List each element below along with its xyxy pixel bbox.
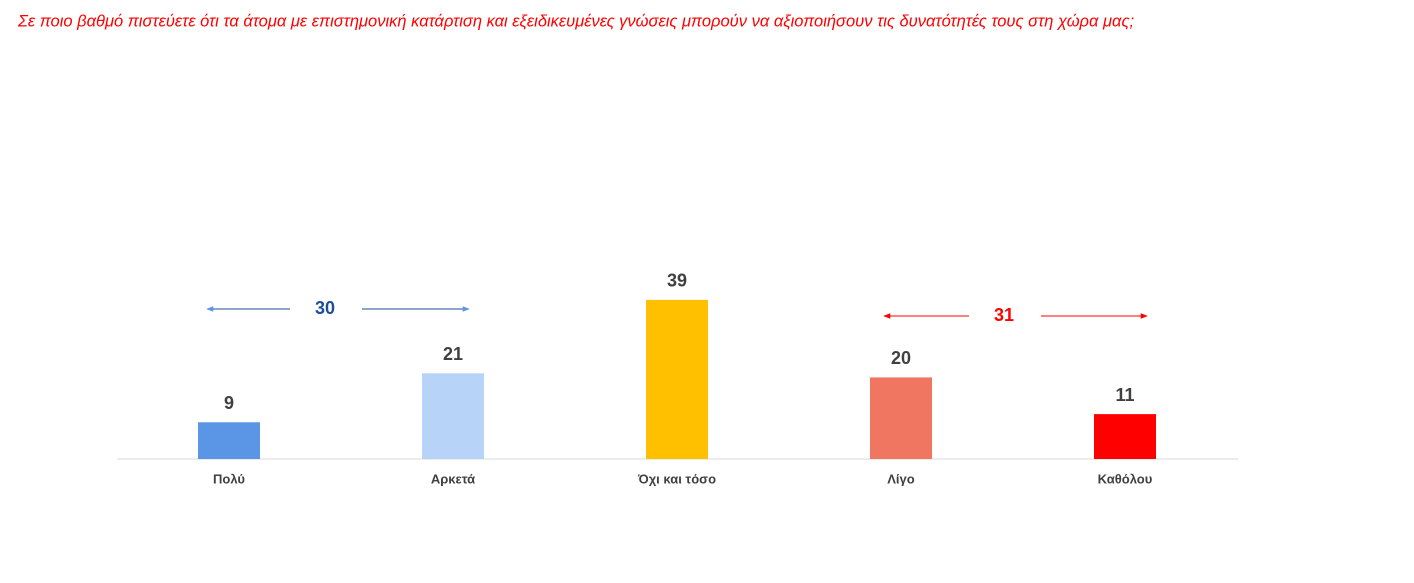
bar xyxy=(198,422,260,459)
value-label: 39 xyxy=(667,271,687,291)
value-label: 11 xyxy=(1115,385,1134,405)
x-tick-label: Πολύ xyxy=(213,471,245,486)
bar xyxy=(1094,414,1156,459)
bar xyxy=(422,373,484,459)
bar xyxy=(870,377,932,459)
x-tick-label: Αρκετά xyxy=(431,471,475,486)
annotation: 30 xyxy=(315,298,335,318)
x-tick-label: Καθόλου xyxy=(1098,471,1153,486)
value-label: 9 xyxy=(224,393,234,413)
annotation: 31 xyxy=(994,305,1014,325)
bar xyxy=(646,299,708,459)
value-label: 20 xyxy=(891,348,911,368)
value-label: 21 xyxy=(443,344,463,364)
x-tick-label: Όχι και τόσο xyxy=(637,471,716,486)
chart-title: Σε ποιο βαθμό πιστεύετε ότι τα άτομα με … xyxy=(17,12,1134,30)
x-tick-label: Λίγο xyxy=(887,471,915,486)
